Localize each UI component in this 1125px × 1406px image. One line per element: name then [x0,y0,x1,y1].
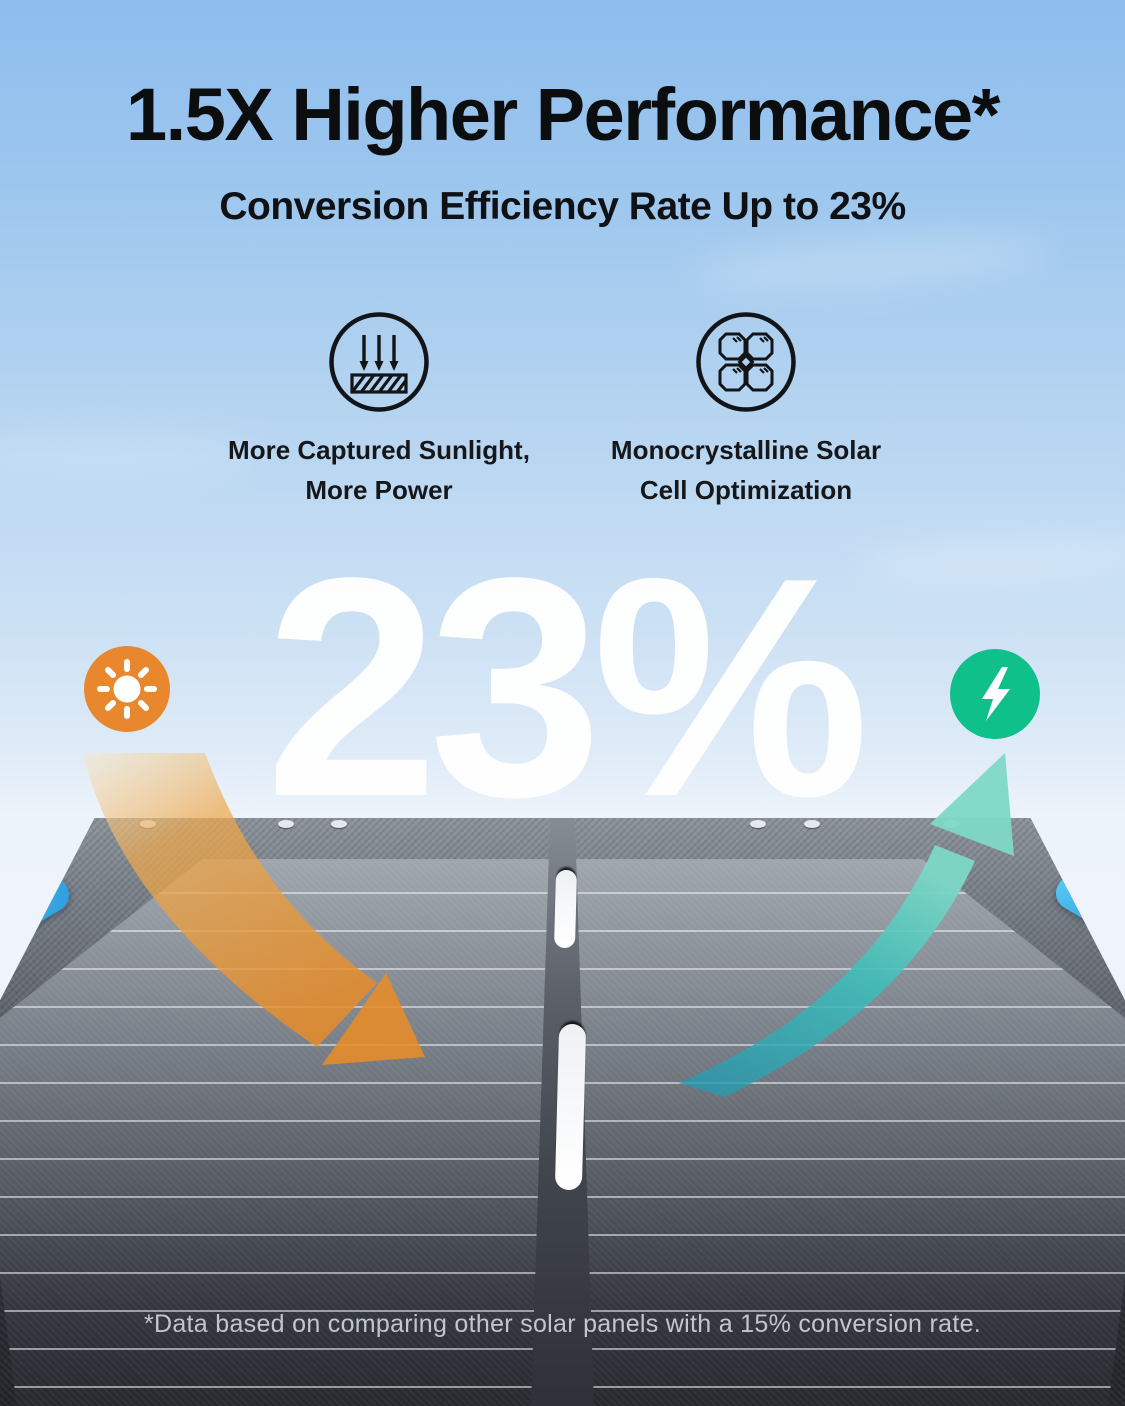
grommet-hole [804,820,820,828]
lightning-badge-icon [950,649,1040,739]
caption-line: More Power [305,475,453,505]
grommet-hole [140,820,156,828]
page-title: 1.5X Higher Performance* [126,73,1000,156]
feature-caption-monocrystalline: Monocrystalline Solar Cell Optimization [546,430,946,510]
grommet-hole [278,820,294,828]
grommet-hole [331,820,347,828]
grommet-hole [944,820,960,828]
cloud-wisp [0,430,260,480]
caption-line: More Captured Sunlight, [228,435,530,465]
caption-line: Monocrystalline Solar [610,435,882,465]
feature-caption-sunlight: More Captured Sunlight, More Power [179,430,579,510]
sun-badge-icon [84,646,170,732]
monocrystalline-cells-icon [696,312,796,412]
caption-line: Cell Optimization [639,475,853,505]
grommet-hole [750,820,766,828]
sunlight-absorption-icon [329,312,429,412]
hinge-slot [553,869,578,949]
page-subtitle: Conversion Efficiency Rate Up to 23% [219,185,906,228]
hinge-slot [554,1023,587,1191]
disclaimer-footnote: *Data based on comparing other solar pan… [143,1310,982,1338]
cloud-wisp [688,227,1052,299]
